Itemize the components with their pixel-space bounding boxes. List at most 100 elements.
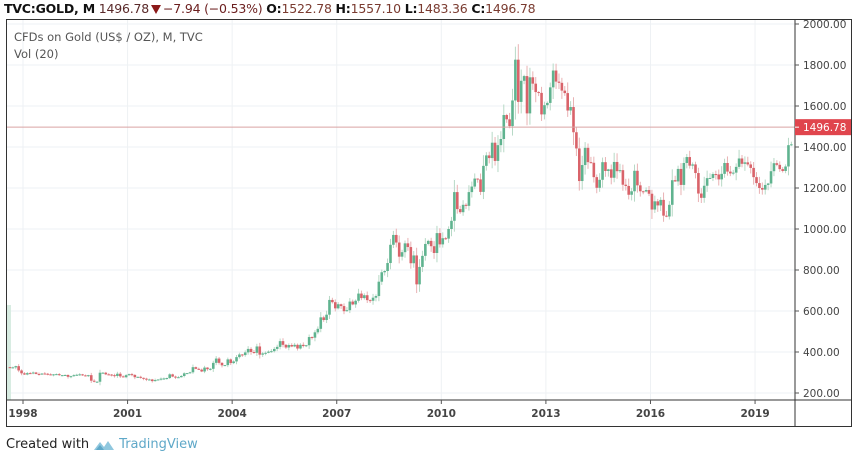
candle: [58, 374, 61, 376]
candle: [464, 204, 468, 206]
time-tick-label: 2013: [531, 408, 560, 420]
candle: [139, 376, 142, 378]
candle: [31, 372, 35, 374]
candle: [296, 344, 299, 349]
time-tick-label: 2001: [113, 408, 142, 420]
candle: [720, 173, 723, 180]
candle: [537, 92, 540, 94]
candle: [749, 164, 753, 168]
candle: [342, 306, 346, 312]
candle: [522, 76, 526, 81]
candle: [650, 193, 654, 210]
candle: [363, 295, 366, 299]
candle: [639, 185, 642, 192]
tradingview-brand[interactable]: TradingView: [119, 437, 198, 452]
candle: [580, 165, 584, 182]
candle: [98, 372, 102, 382]
candle: [470, 186, 474, 193]
candle: [119, 373, 122, 377]
candle: [624, 184, 628, 186]
candle: [284, 344, 288, 348]
candle: [426, 240, 430, 244]
candle: [673, 180, 677, 182]
candle: [769, 171, 773, 184]
price-axis[interactable]: 2000.00 1800.00 1600.00 1400.00 1200.00 1000.…: [795, 19, 846, 400]
price-change: −7.94 (−0.53%): [163, 1, 263, 16]
candle: [243, 352, 247, 356]
candle: [351, 301, 355, 305]
candle: [267, 351, 270, 353]
candle: [325, 314, 328, 321]
candle: [159, 378, 163, 380]
candle: [461, 204, 465, 213]
candle: [406, 243, 410, 248]
candle: [505, 115, 508, 120]
candle: [23, 373, 26, 375]
candle: [729, 171, 732, 174]
candle: [249, 348, 253, 352]
candle: [133, 374, 137, 378]
candle: [124, 375, 128, 378]
created-with-text: Created with: [6, 437, 90, 452]
open-label: O:: [266, 1, 282, 16]
footer-attribution: Created with TradingView: [6, 437, 198, 452]
candles: [8, 44, 793, 386]
candle: [790, 144, 793, 146]
candle: [586, 147, 590, 163]
volume-indicator-label[interactable]: Vol (20): [14, 47, 59, 61]
candle: [34, 372, 38, 374]
candle: [28, 373, 32, 375]
candle: [130, 374, 134, 376]
candle: [453, 192, 456, 221]
candle: [755, 177, 758, 184]
candle: [409, 247, 413, 264]
symbol-header: TVC:GOLD, M 1496.78 −7.94 (−0.53%) O:1522…: [4, 1, 536, 16]
candle: [473, 178, 477, 187]
candle: [554, 70, 558, 82]
candle: [787, 145, 790, 167]
candle: [293, 344, 296, 347]
candle: [281, 341, 285, 345]
candle: [578, 148, 581, 182]
candle: [63, 374, 67, 376]
candle: [95, 381, 99, 383]
candle: [723, 162, 726, 174]
symbol-name: TVC:GOLD, M: [4, 1, 95, 16]
price-tick-label: 800.00: [803, 265, 840, 277]
candle: [278, 341, 282, 347]
candle: [389, 244, 392, 264]
candle: [397, 242, 401, 257]
candle: [592, 162, 596, 178]
candle: [548, 87, 552, 103]
candle: [644, 190, 648, 192]
candle: [165, 378, 169, 380]
current-price-tag: [795, 119, 851, 136]
candle: [424, 243, 427, 256]
candle: [752, 167, 755, 178]
candle: [354, 300, 357, 305]
current-price-tag-label: 1496.78: [803, 122, 846, 134]
candle: [252, 352, 256, 353]
chart-frame[interactable]: [6, 19, 852, 427]
candle: [551, 70, 555, 88]
candle: [668, 204, 671, 217]
candle: [121, 376, 125, 378]
time-axis[interactable]: 1998 2001 2004 2007 2010 2013 2016 2019: [8, 400, 770, 420]
candle: [168, 374, 172, 379]
candle: [438, 233, 442, 245]
candle: [569, 107, 572, 111]
candle: [609, 169, 613, 178]
candle: [142, 377, 145, 379]
candle: [418, 266, 421, 285]
candle: [270, 351, 273, 353]
candle: [203, 367, 206, 372]
candle: [775, 163, 779, 165]
candle: [726, 162, 729, 172]
candle: [479, 179, 482, 192]
candle: [598, 179, 601, 188]
candle: [110, 374, 113, 376]
candle: [136, 376, 140, 378]
candle: [287, 345, 291, 348]
candle: [386, 263, 389, 272]
